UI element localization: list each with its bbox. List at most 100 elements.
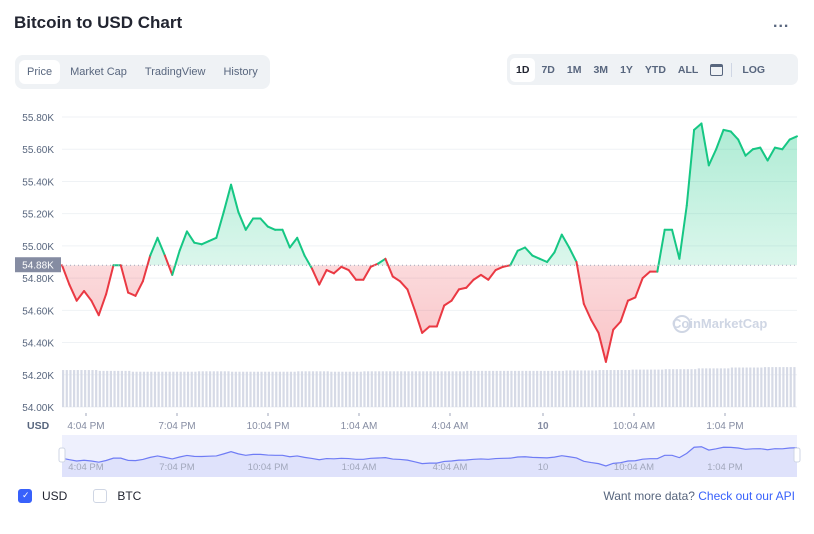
volume-bar (694, 369, 697, 407)
volume-bar (741, 367, 745, 407)
price-segment (105, 264, 115, 296)
range-1m[interactable]: 1M (566, 63, 582, 76)
volume-bar (598, 370, 601, 407)
volume-bar (550, 370, 553, 407)
volume-bar (407, 371, 410, 407)
volume-bar (539, 370, 542, 407)
volume-bar (672, 369, 675, 407)
volume-bar (536, 370, 539, 407)
volume-bar (418, 371, 421, 407)
volume-bar (605, 370, 609, 407)
volume-bar (771, 367, 774, 407)
navigator-handle[interactable] (793, 447, 801, 463)
price-segment (766, 146, 776, 162)
navigator-tick-label: 1:04 PM (707, 462, 742, 473)
log-scale-toggle[interactable]: LOG (742, 63, 766, 76)
volume-bar (510, 370, 513, 407)
price-segment (575, 261, 585, 305)
btc-label: BTC (117, 489, 142, 503)
navigator-handle[interactable] (58, 447, 66, 463)
price-segment (171, 249, 181, 276)
volume-bar (491, 370, 495, 407)
price-segment (773, 146, 784, 151)
api-link[interactable]: Check out our API (698, 489, 795, 503)
range-3m[interactable]: 3M (593, 63, 609, 76)
price-segment (230, 183, 240, 214)
price-segment (237, 211, 247, 231)
volume-bar (642, 369, 645, 407)
price-segment (332, 265, 343, 275)
volume-bar (756, 367, 759, 407)
volume-bar (106, 370, 109, 407)
volume-bar (561, 370, 564, 407)
volume-bar (190, 371, 193, 407)
calendar-icon[interactable] (710, 63, 724, 76)
btc-checkbox[interactable] (93, 489, 108, 503)
price-segment (406, 288, 416, 312)
volume-bar (333, 371, 337, 407)
range-all[interactable]: ALL (677, 63, 699, 76)
volume-bar (576, 370, 579, 407)
price-segment (553, 233, 563, 254)
volume-bar (425, 371, 429, 407)
price-segment (119, 264, 130, 294)
volume-bar (653, 369, 656, 407)
price-segment (156, 236, 166, 257)
volume-bar (194, 371, 197, 407)
price-segment (502, 264, 512, 268)
volume-bar (602, 370, 605, 407)
tab-market-cap[interactable]: Market Cap (70, 66, 127, 78)
tab-price[interactable]: Price (19, 60, 61, 84)
y-tick-label: 55.60K (22, 145, 54, 156)
price-segment (715, 128, 725, 151)
price-segment (634, 277, 644, 299)
price-segment (538, 257, 549, 264)
volume-bar (613, 370, 616, 407)
time-range-selector: 1D 7D 1M 3M 1Y YTD ALL LOG (507, 54, 798, 85)
volume-bar (455, 371, 458, 407)
price-segment (310, 267, 321, 286)
volume-bar (356, 371, 359, 407)
volume-bar (367, 371, 370, 407)
volume-bar (719, 368, 723, 407)
volume-bar (723, 368, 726, 407)
volume-bar (344, 371, 348, 407)
price-segment (626, 296, 637, 302)
volume-bar (293, 371, 296, 407)
more-options-icon[interactable]: ... (773, 14, 790, 31)
range-7d[interactable]: 7D (541, 63, 555, 76)
usd-checkbox[interactable] (18, 489, 32, 503)
x-tick-label: 7:04 PM (158, 421, 195, 432)
x-tick-label: 1:04 AM (341, 421, 378, 432)
price-segment (450, 288, 460, 302)
volume-bar (212, 371, 215, 407)
volume-bar (411, 371, 414, 407)
price-segment (700, 122, 710, 167)
price-segment (193, 241, 203, 246)
tab-history[interactable]: History (223, 66, 258, 78)
navigator-tick-label: 10 (538, 462, 549, 473)
volume-bar (289, 371, 293, 407)
volume-bar (587, 370, 590, 407)
volume-bar (650, 369, 653, 407)
volume-bar (774, 367, 778, 407)
volume-bar (352, 371, 355, 407)
volume-bar (102, 370, 105, 407)
price-segment (472, 273, 482, 281)
page-title: Bitcoin to USD Chart (14, 13, 183, 32)
volume-bar (260, 371, 263, 407)
price-segment (722, 128, 732, 133)
y-axis-unit: USD (27, 420, 50, 432)
tab-tradingview[interactable]: TradingView (144, 66, 206, 78)
price-segment (318, 269, 328, 286)
price-chart[interactable]: 54.00K 54.20K 54.40K 54.60K 54.80K 55.00K 55.2… (0, 100, 814, 485)
price-segment (259, 217, 269, 228)
volume-bar (297, 371, 300, 407)
x-tick-label: 1:04 PM (706, 421, 743, 432)
range-1d[interactable]: 1D (510, 57, 536, 82)
range-ytd[interactable]: YTD (644, 63, 666, 76)
volume-bar (477, 370, 480, 407)
api-promo: Want more data? Check out our API (603, 489, 795, 503)
volume-bar (690, 369, 693, 407)
range-1y[interactable]: 1Y (620, 63, 633, 76)
